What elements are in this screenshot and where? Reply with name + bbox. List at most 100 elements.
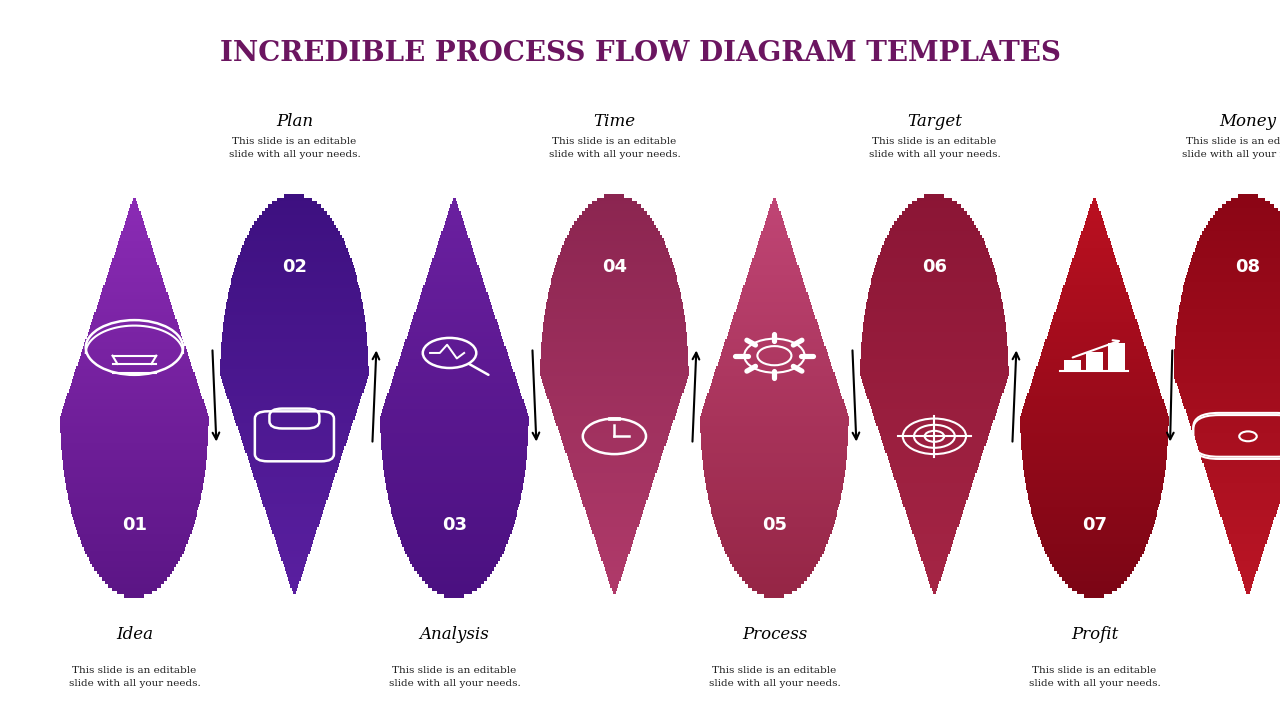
Bar	[99, 299, 170, 302]
Bar	[1245, 588, 1251, 591]
Bar	[1196, 245, 1280, 248]
Bar	[1197, 443, 1280, 446]
Bar	[1176, 382, 1280, 386]
Bar	[111, 261, 157, 265]
Bar	[221, 342, 367, 346]
Bar	[915, 537, 954, 541]
Bar	[570, 463, 659, 467]
Bar	[1179, 309, 1280, 312]
Bar	[737, 305, 812, 309]
Bar	[433, 258, 476, 261]
Bar	[248, 231, 340, 235]
Text: This slide is an editable
slide with all your needs.: This slide is an editable slide with all…	[549, 137, 680, 159]
Bar	[731, 322, 818, 325]
Bar	[88, 557, 180, 561]
Bar	[114, 255, 155, 258]
Bar	[558, 426, 671, 430]
Bar	[1107, 343, 1125, 371]
Bar	[881, 248, 988, 251]
Bar	[1030, 507, 1158, 510]
Bar	[383, 460, 526, 463]
Bar	[1028, 392, 1161, 396]
Bar	[1188, 269, 1280, 271]
Bar	[1198, 446, 1280, 450]
Bar	[882, 440, 987, 443]
Bar	[879, 251, 989, 255]
Bar	[253, 473, 335, 477]
Bar	[1230, 198, 1266, 201]
Bar	[877, 423, 992, 426]
Bar	[275, 537, 314, 541]
Bar	[1184, 406, 1280, 410]
Bar	[704, 470, 845, 473]
Bar	[1047, 554, 1142, 557]
Bar	[543, 322, 686, 325]
Bar	[573, 473, 655, 477]
Bar	[232, 275, 357, 279]
Bar	[899, 490, 970, 493]
Bar	[1229, 537, 1267, 541]
Bar	[547, 392, 682, 396]
Bar	[767, 215, 782, 218]
Bar	[64, 470, 205, 473]
Bar	[883, 241, 986, 245]
Text: This slide is an editable
slide with all your needs.: This slide is an editable slide with all…	[709, 666, 840, 688]
Bar	[868, 292, 1001, 295]
Bar	[220, 359, 369, 362]
Bar	[878, 255, 991, 258]
Bar	[1202, 460, 1280, 463]
Bar	[79, 356, 189, 359]
Bar	[425, 581, 484, 584]
Bar	[577, 487, 652, 490]
Bar	[381, 410, 527, 413]
Bar	[84, 342, 184, 346]
Bar	[224, 315, 365, 319]
Bar	[424, 285, 485, 289]
Bar	[1064, 285, 1125, 289]
Bar	[1064, 360, 1082, 371]
Bar	[861, 346, 1007, 349]
Text: Money: Money	[1220, 112, 1276, 130]
Bar	[1189, 265, 1280, 269]
Bar	[892, 225, 977, 228]
Bar	[922, 557, 947, 561]
Bar	[1194, 248, 1280, 251]
Bar	[916, 198, 952, 201]
Bar	[1199, 450, 1280, 453]
Bar	[1174, 372, 1280, 376]
Bar	[1073, 588, 1116, 591]
Bar	[700, 430, 849, 433]
Bar	[609, 581, 620, 584]
Bar	[68, 392, 201, 396]
Bar	[739, 574, 810, 577]
Bar	[1219, 208, 1277, 211]
Text: 05: 05	[762, 516, 787, 534]
Bar	[1021, 410, 1167, 413]
Bar	[771, 204, 778, 208]
Bar	[88, 329, 180, 332]
Bar	[1042, 544, 1147, 547]
Bar	[223, 332, 366, 336]
Bar	[707, 487, 842, 490]
Bar	[719, 537, 829, 541]
Bar	[406, 551, 503, 554]
Bar	[1020, 433, 1169, 436]
Bar	[545, 312, 684, 315]
Bar	[259, 215, 330, 218]
Bar	[1047, 336, 1142, 339]
Bar	[421, 577, 488, 581]
Bar	[242, 440, 347, 443]
Bar	[744, 285, 805, 289]
Bar	[230, 406, 358, 410]
Bar	[868, 396, 1001, 400]
Bar	[703, 456, 846, 460]
Bar	[81, 541, 188, 544]
Bar	[1038, 362, 1151, 366]
Bar	[220, 366, 369, 369]
Bar	[223, 382, 366, 386]
Bar	[131, 204, 138, 208]
Bar	[545, 390, 684, 392]
Bar	[899, 215, 970, 218]
Bar	[549, 289, 680, 292]
Bar	[243, 241, 346, 245]
